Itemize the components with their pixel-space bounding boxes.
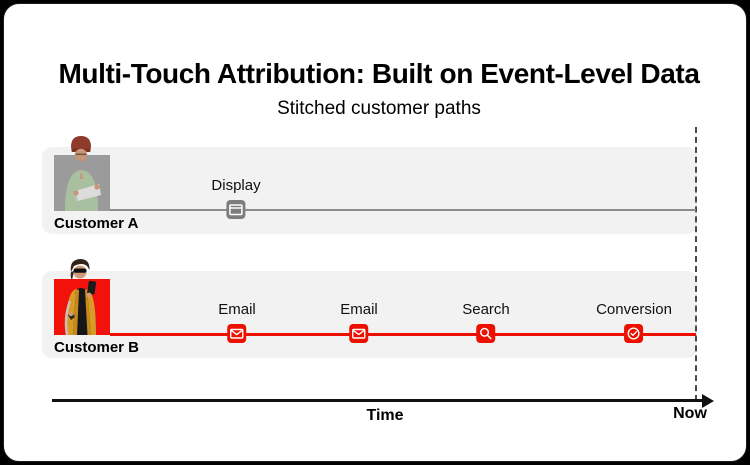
event-display-label: Display [211,177,261,194]
event-conversion-label: Conversion [596,301,672,318]
now-label: Now [673,405,707,422]
event-email-2: Email [340,300,378,343]
display-icon [226,200,246,219]
customer-b-photo [54,259,110,335]
email-icon [227,324,247,343]
event-conversion: Conversion [596,300,672,343]
customer-a-photo [54,136,110,211]
time-axis-line [52,399,704,402]
customer-a-timeline-line [110,209,696,211]
event-email-1: Email [218,300,256,343]
event-email-2-label: Email [340,301,378,318]
time-axis-label: Time [366,407,404,424]
customer-b-label: Customer B [54,339,140,356]
customer-a-label: Customer A [54,215,139,232]
conversion-check-icon [624,324,644,343]
event-search-label: Search [462,301,510,318]
page-title: Multi-Touch Attribution: Built on Event-… [58,58,700,89]
customer-a-row [42,147,697,234]
page-subtitle: Stitched customer paths [277,98,481,119]
search-icon [476,324,496,343]
customer-b-timeline-line [110,333,696,336]
event-email-1-label: Email [218,301,256,318]
event-display: Display [211,176,261,219]
now-divider-line [695,127,697,401]
event-search: Search [462,300,510,343]
infographic-card: Multi-Touch Attribution: Built on Event-… [3,3,747,462]
customer-b-row [42,271,697,358]
email-icon [349,324,369,343]
time-axis-arrowhead-icon [702,393,714,408]
